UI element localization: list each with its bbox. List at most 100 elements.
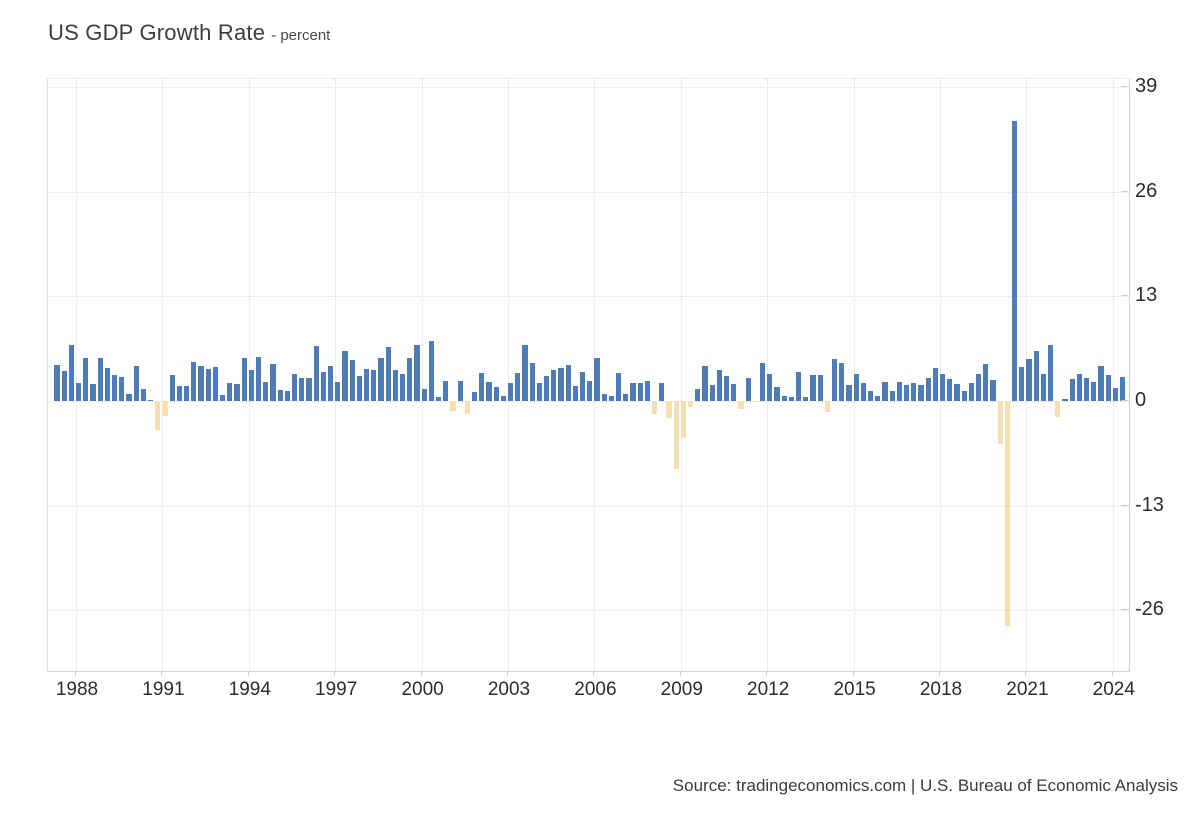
bar-2018-Q2[interactable]: [947, 379, 953, 401]
bar-2002-Q4[interactable]: [500, 396, 506, 401]
bar-2012-Q2[interactable]: [774, 386, 780, 401]
bar-2015-Q3[interactable]: [868, 390, 874, 401]
bar-2010-Q2[interactable]: [716, 369, 722, 401]
bar-1993-Q3[interactable]: [234, 384, 240, 401]
bar-1998-Q4[interactable]: [385, 347, 391, 401]
bar-1992-Q4[interactable]: [212, 367, 218, 401]
bar-1990-Q2[interactable]: [140, 388, 146, 401]
bar-2002-Q2[interactable]: [486, 381, 492, 401]
bar-2010-Q4[interactable]: [731, 384, 737, 401]
bar-1988-Q4[interactable]: [97, 357, 103, 401]
bar-1995-Q2[interactable]: [284, 391, 290, 401]
bar-2021-Q1[interactable]: [1026, 359, 1032, 401]
bar-2014-Q3[interactable]: [839, 363, 845, 401]
bar-1996-Q4[interactable]: [328, 365, 334, 401]
bar-1992-Q3[interactable]: [205, 368, 211, 401]
bar-1992-Q1[interactable]: [191, 362, 197, 401]
bar-1987-Q4[interactable]: [68, 344, 74, 401]
bar-2013-Q3[interactable]: [810, 375, 816, 401]
bar-2005-Q3[interactable]: [580, 372, 586, 401]
bar-2019-Q3[interactable]: [983, 364, 989, 401]
bar-1994-Q2[interactable]: [256, 356, 262, 401]
bar-1995-Q4[interactable]: [299, 377, 305, 401]
bar-2000-Q1[interactable]: [421, 388, 427, 401]
bar-1993-Q2[interactable]: [227, 382, 233, 401]
bar-1997-Q2[interactable]: [342, 351, 348, 401]
bar-2016-Q3[interactable]: [896, 381, 902, 401]
bar-2023-Q4[interactable]: [1105, 375, 1111, 401]
bar-2013-Q4[interactable]: [817, 375, 823, 401]
bar-2014-Q2[interactable]: [832, 359, 838, 401]
bar-2003-Q4[interactable]: [529, 363, 535, 401]
bar-1991-Q2[interactable]: [169, 375, 175, 401]
bar-2011-Q3[interactable]: [752, 401, 758, 402]
bar-1987-Q2[interactable]: [54, 364, 60, 401]
bar-2009-Q2[interactable]: [688, 401, 694, 407]
bar-2018-Q1[interactable]: [940, 374, 946, 401]
bar-2009-Q3[interactable]: [695, 388, 701, 401]
bar-2016-Q4[interactable]: [904, 384, 910, 401]
bar-2006-Q3[interactable]: [608, 396, 614, 401]
bar-2017-Q1[interactable]: [911, 382, 917, 401]
bar-2011-Q1[interactable]: [738, 401, 744, 410]
bar-1999-Q1[interactable]: [392, 370, 398, 401]
bar-2015-Q2[interactable]: [860, 382, 866, 401]
bar-1998-Q3[interactable]: [378, 358, 384, 401]
bar-2011-Q4[interactable]: [760, 363, 766, 401]
bar-2022-Q4[interactable]: [1076, 373, 1082, 401]
bar-2023-Q3[interactable]: [1098, 365, 1104, 401]
bar-2006-Q1[interactable]: [594, 357, 600, 401]
bar-1988-Q2[interactable]: [83, 358, 89, 401]
bar-1993-Q4[interactable]: [241, 357, 247, 401]
bar-2022-Q2[interactable]: [1062, 398, 1068, 401]
bar-2018-Q4[interactable]: [961, 390, 967, 401]
bar-2016-Q2[interactable]: [889, 391, 895, 401]
bar-1989-Q2[interactable]: [112, 375, 118, 401]
bar-2007-Q1[interactable]: [623, 393, 629, 401]
bar-2018-Q3[interactable]: [954, 384, 960, 401]
bar-2024-Q3[interactable]: [1120, 376, 1126, 401]
bar-2017-Q3[interactable]: [925, 377, 931, 401]
bar-2001-Q4[interactable]: [472, 392, 478, 401]
bar-2006-Q2[interactable]: [601, 393, 607, 401]
bar-2002-Q3[interactable]: [493, 386, 499, 401]
bar-2012-Q3[interactable]: [781, 396, 787, 401]
bar-2000-Q3[interactable]: [436, 396, 442, 401]
bar-2004-Q1[interactable]: [536, 383, 542, 401]
bar-2019-Q4[interactable]: [990, 380, 996, 401]
bar-1994-Q3[interactable]: [263, 381, 269, 401]
bar-2012-Q1[interactable]: [767, 374, 773, 401]
bar-1991-Q1[interactable]: [162, 401, 168, 417]
bar-2023-Q1[interactable]: [1084, 378, 1090, 401]
bar-2007-Q3[interactable]: [637, 383, 643, 401]
bar-2016-Q1[interactable]: [882, 381, 888, 401]
bar-2021-Q4[interactable]: [1048, 344, 1054, 401]
bar-1989-Q3[interactable]: [119, 376, 125, 401]
bar-1992-Q2[interactable]: [198, 365, 204, 401]
source-attribution[interactable]: Source: tradingeconomics.com | U.S. Bure…: [672, 776, 1178, 795]
bar-2011-Q2[interactable]: [745, 377, 751, 401]
bar-2007-Q2[interactable]: [630, 382, 636, 401]
bar-1999-Q4[interactable]: [414, 344, 420, 401]
bar-2000-Q4[interactable]: [443, 380, 449, 401]
bar-2003-Q1[interactable]: [508, 383, 514, 401]
bar-2005-Q1[interactable]: [565, 364, 571, 401]
bar-1987-Q3[interactable]: [61, 371, 67, 401]
bar-2007-Q4[interactable]: [644, 380, 650, 401]
bar-2008-Q2[interactable]: [659, 382, 665, 401]
bar-2009-Q4[interactable]: [702, 366, 708, 401]
bar-1997-Q1[interactable]: [335, 381, 341, 401]
bar-1989-Q4[interactable]: [126, 393, 132, 401]
bar-2023-Q2[interactable]: [1091, 381, 1097, 401]
bar-2014-Q1[interactable]: [824, 401, 830, 413]
bar-2006-Q4[interactable]: [616, 372, 622, 401]
bar-2008-Q4[interactable]: [673, 401, 679, 470]
bar-2017-Q4[interactable]: [932, 368, 938, 401]
bar-2020-Q4[interactable]: [1019, 367, 1025, 401]
bar-2004-Q4[interactable]: [558, 368, 564, 401]
bar-2019-Q2[interactable]: [976, 373, 982, 401]
bar-2020-Q1[interactable]: [997, 401, 1003, 444]
bar-2021-Q3[interactable]: [1040, 374, 1046, 401]
bar-1994-Q1[interactable]: [248, 369, 254, 401]
bar-2004-Q3[interactable]: [551, 370, 557, 401]
